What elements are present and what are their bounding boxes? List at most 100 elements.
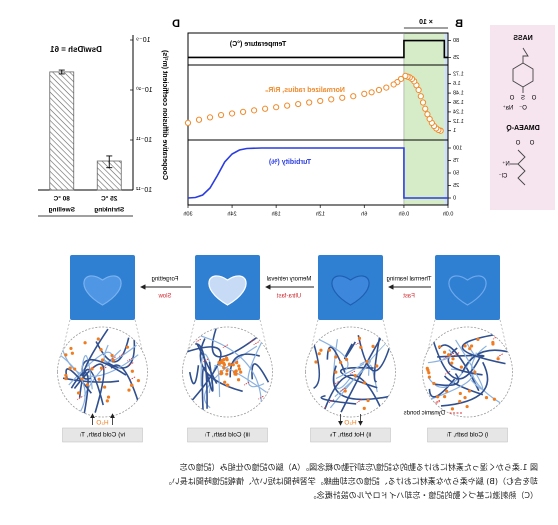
y-tick-label: 25 bbox=[453, 55, 459, 61]
heart-icon bbox=[208, 275, 247, 306]
water-dot bbox=[469, 344, 474, 348]
panel-label: D bbox=[172, 18, 180, 30]
x-tick-label: 80 °C bbox=[53, 195, 70, 203]
data-point bbox=[419, 99, 427, 106]
water-dot bbox=[110, 353, 114, 358]
data-line bbox=[187, 147, 448, 199]
dynamic-bond bbox=[448, 352, 455, 357]
water-dot bbox=[366, 398, 370, 403]
water-dot bbox=[64, 353, 68, 357]
water-dot bbox=[73, 367, 77, 371]
figure-graphics: NASS DMAEA-Q B D S OOO⁻Na⁺OON⁺Cl⁻× 102580… bbox=[38, 18, 555, 443]
caption-line: （C）熱刺激に基づく動的記憶・忘却ハイドロゲルの設計概念。 bbox=[308, 491, 538, 500]
y-axis-title: Cooperative diffusion coefficient (m²/s) bbox=[161, 50, 168, 180]
data-point bbox=[273, 104, 280, 111]
water-dot bbox=[319, 348, 323, 352]
polymer-chain bbox=[427, 349, 453, 364]
water-dot bbox=[353, 373, 357, 378]
polymer-chain bbox=[334, 359, 371, 398]
water-dot bbox=[339, 360, 343, 364]
data-point bbox=[350, 93, 357, 100]
water-dot bbox=[436, 395, 440, 399]
dynamic-bond bbox=[77, 396, 83, 400]
water-dot bbox=[458, 391, 462, 396]
data-point bbox=[217, 111, 225, 119]
panel-title: Turbidity (%) bbox=[269, 159, 311, 166]
structure-skeletons bbox=[510, 47, 534, 186]
water-dot bbox=[224, 356, 229, 360]
water-dot bbox=[226, 383, 230, 387]
y-tick-label: 100 bbox=[453, 145, 462, 151]
water-dot bbox=[83, 341, 87, 345]
polymer-chain bbox=[440, 361, 489, 407]
caption-line: 却を含む）(B) 脳や柔らかな素材における、記憶の忘却曲線。学習時間は短いが、情… bbox=[163, 477, 538, 486]
structures-panel bbox=[490, 25, 555, 210]
dynamic-bond bbox=[243, 381, 250, 386]
data-point bbox=[251, 107, 258, 114]
water-dot bbox=[103, 385, 107, 389]
y-tick-label: 80 bbox=[453, 38, 459, 44]
state-square bbox=[435, 255, 500, 320]
water-dot bbox=[463, 396, 467, 400]
dynamic-bond bbox=[333, 381, 339, 385]
water-dot bbox=[365, 360, 369, 364]
water-dot bbox=[64, 376, 68, 381]
dynamic-bond bbox=[101, 366, 107, 371]
water-dot bbox=[221, 361, 226, 365]
water-dot bbox=[105, 399, 109, 403]
water-dot bbox=[239, 370, 243, 374]
water-dot bbox=[100, 358, 105, 362]
water-dot bbox=[76, 391, 81, 395]
polymer-chain bbox=[195, 343, 208, 409]
data-line bbox=[188, 39, 448, 59]
atom-label: O bbox=[531, 96, 536, 102]
data-point bbox=[361, 90, 368, 97]
transition-speed: Slow bbox=[158, 294, 172, 300]
water-dot bbox=[96, 337, 100, 341]
water-dot bbox=[231, 363, 235, 367]
state-label-box bbox=[427, 427, 508, 443]
state-label: iii) Cold bath, Tₗ bbox=[205, 432, 250, 439]
water-dot bbox=[450, 361, 454, 365]
water-dot bbox=[237, 367, 242, 371]
plot-frame bbox=[187, 32, 449, 206]
water-dot bbox=[425, 366, 429, 370]
data-point bbox=[228, 110, 236, 117]
y-tick-label: 1 bbox=[453, 128, 456, 134]
data-point bbox=[262, 105, 269, 112]
water-dot bbox=[371, 344, 375, 348]
water-dot bbox=[111, 358, 115, 362]
data-point bbox=[402, 72, 409, 79]
water-dot bbox=[225, 368, 229, 373]
water-dot bbox=[64, 373, 68, 377]
polymer-chain bbox=[447, 347, 483, 376]
dynamic-bond bbox=[129, 376, 136, 381]
state-label: i) Cold bath, Tₗ bbox=[447, 432, 489, 439]
polymer-chain bbox=[335, 363, 365, 380]
x-tick-label: 12h bbox=[316, 211, 325, 217]
heart-icon bbox=[448, 275, 487, 306]
dynamic-bond bbox=[340, 387, 346, 392]
dynamic-bond bbox=[110, 356, 116, 361]
polymer-chain bbox=[62, 377, 120, 383]
water-dot bbox=[467, 389, 472, 393]
water-dot bbox=[235, 361, 239, 365]
water-dot bbox=[130, 369, 134, 373]
panel-title: Normalized radius, R/R₀ bbox=[265, 87, 345, 94]
transition-label: Forgetting bbox=[151, 277, 178, 283]
water-dot bbox=[447, 353, 451, 357]
polymer-chain bbox=[443, 375, 484, 396]
y-tick-label: 10⁻¹² bbox=[135, 187, 152, 194]
x-tick-label: 0.6h bbox=[399, 211, 410, 217]
water-dot bbox=[129, 383, 134, 387]
polymer-chain bbox=[188, 365, 200, 385]
water-dot bbox=[362, 381, 366, 385]
water-dot bbox=[80, 377, 84, 381]
y-tick-label: 1.48 bbox=[453, 91, 464, 97]
polymer-chain bbox=[461, 333, 506, 365]
caption-line: 図 1.柔らかく湿った素材における動的な記憶/忘却行動の概念図。（A）脳の記憶の… bbox=[179, 463, 538, 472]
water-dot bbox=[334, 355, 338, 359]
polymer-network bbox=[186, 328, 270, 414]
y-tick-label: 10⁻¹⁰ bbox=[136, 86, 153, 94]
dynamic-bond bbox=[222, 344, 229, 349]
